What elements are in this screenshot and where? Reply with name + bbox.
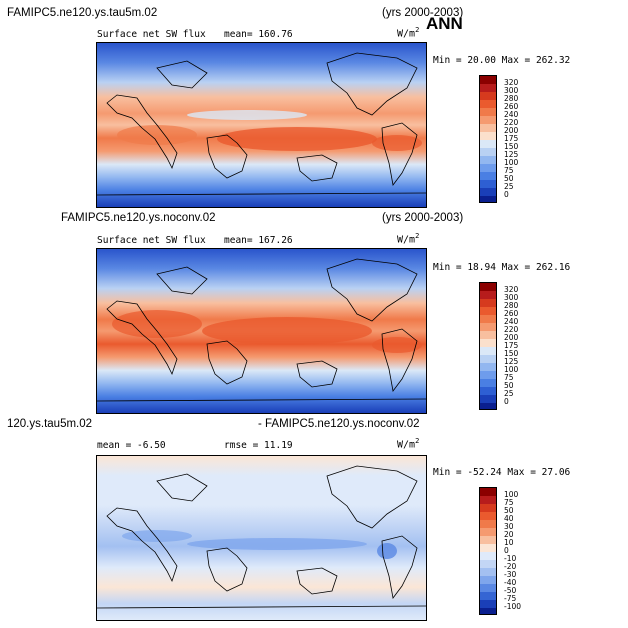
colorbar-label: 200	[504, 333, 519, 342]
map-field-2	[96, 249, 427, 413]
colorbar-swatches	[479, 75, 497, 203]
map-panel-2	[96, 248, 427, 414]
colorbar-label: -40	[504, 578, 517, 587]
colorbar-2: 320 300 280 260 240 220 200 175 150 125 …	[479, 282, 518, 410]
colorbar-label: 280	[504, 94, 519, 103]
panel-title-left: FAMIPC5.ne120.ys.noconv.02	[61, 212, 216, 224]
map-panel-3	[96, 455, 427, 621]
colorbar-label: 260	[504, 102, 519, 111]
colorbar-label: 25	[504, 182, 514, 191]
colorbar-label: 0	[504, 546, 509, 555]
colorbar-label: 260	[504, 309, 519, 318]
colorbar-label: 320	[504, 285, 519, 294]
colorbar-label: 280	[504, 301, 519, 310]
colorbar-label: -50	[504, 586, 517, 595]
colorbar-label: 300	[504, 86, 519, 95]
colorbar-label: 75	[504, 373, 514, 382]
colorbar-1: 320 300 280 260 240 220 200 175 150 125 …	[479, 75, 518, 203]
minmax-label: Min = -52.24 Max = 27.06	[433, 467, 571, 478]
colorbar-label: 50	[504, 381, 514, 390]
colorbar-label: -20	[504, 562, 517, 571]
coastlines	[96, 52, 427, 196]
panel-title-right: - FAMIPC5.ne120.ys.noconv.02	[258, 418, 420, 430]
coastlines	[96, 465, 427, 609]
panel-title-right: (yrs 2000-2003)	[382, 7, 464, 19]
season-label: ANN	[426, 14, 463, 33]
map-field-1	[96, 43, 427, 207]
colorbar-swatches	[479, 282, 497, 410]
colorbar-label: 100	[504, 365, 519, 374]
mean-label: mean= 167.26	[224, 235, 293, 246]
colorbar-label: 300	[504, 293, 519, 302]
colorbar-label: 220	[504, 118, 519, 127]
colorbar-label: 50	[504, 174, 514, 183]
mean-label: mean= 160.76	[224, 29, 293, 40]
rmse-label: rmse = 11.19	[224, 440, 293, 451]
colorbar-label: -75	[504, 594, 517, 603]
colorbar-label: 125	[504, 150, 519, 159]
colorbar-label: 175	[504, 341, 519, 350]
colorbar-label: 75	[504, 166, 514, 175]
colorbar-label: 50	[504, 506, 514, 515]
colorbar-label: -100	[504, 602, 522, 611]
colorbar-3: 100 75 50 40 30 20 10 0 -10 -20 -30 -40 …	[479, 487, 521, 615]
coastlines	[96, 258, 427, 402]
colorbar-label: 125	[504, 357, 519, 366]
field-label: Surface net SW flux	[97, 29, 206, 40]
colorbar-label: 20	[504, 530, 514, 539]
colorbar-label: 220	[504, 325, 519, 334]
field-label: Surface net SW flux	[97, 235, 206, 246]
panel-title-left: 120.ys.tau5m.02	[7, 418, 93, 430]
colorbar-label: 150	[504, 142, 519, 151]
map-field-3	[96, 456, 427, 620]
colorbar-label: 100	[504, 158, 519, 167]
colorbar-label: 75	[504, 498, 514, 507]
colorbar-label: 0	[504, 397, 509, 406]
colorbar-label: 175	[504, 134, 519, 143]
colorbar-swatches	[479, 487, 497, 615]
colorbar-label: -30	[504, 570, 517, 579]
colorbar-label: 240	[504, 110, 519, 119]
units-label: W/m2	[397, 26, 420, 40]
colorbar-label: 40	[504, 514, 514, 523]
units-label: W/m2	[397, 437, 420, 451]
panel-title-right: (yrs 2000-2003)	[382, 212, 464, 224]
colorbar-label: 150	[504, 349, 519, 358]
minmax-label: Min = 20.00 Max = 262.32	[433, 55, 571, 66]
panel-title-left: FAMIPC5.ne120.ys.tau5m.02	[7, 7, 158, 19]
colorbar-label: 100	[504, 490, 519, 499]
colorbar-label: 10	[504, 538, 514, 547]
colorbar-label: 30	[504, 522, 514, 531]
colorbar-label: 25	[504, 389, 514, 398]
colorbar-label: 200	[504, 126, 519, 135]
colorbar-label: -10	[504, 554, 517, 563]
mean-label: mean = -6.50	[97, 440, 166, 451]
map-panel-1	[96, 42, 427, 208]
colorbar-label: 240	[504, 317, 519, 326]
units-label: W/m2	[397, 232, 420, 246]
colorbar-label: 0	[504, 190, 509, 199]
minmax-label: Min = 18.94 Max = 262.16	[433, 262, 571, 273]
colorbar-label: 320	[504, 78, 519, 87]
